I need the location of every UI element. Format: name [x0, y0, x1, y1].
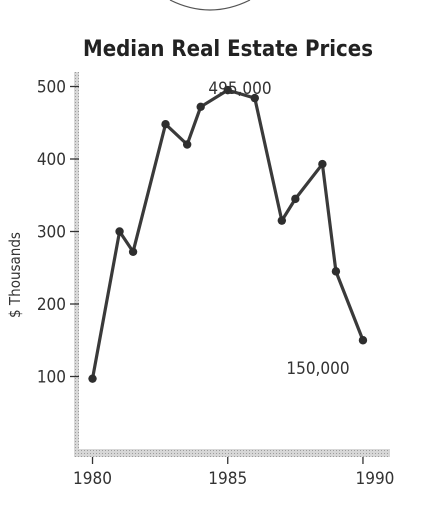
y-tick-label-300: 300 [37, 223, 66, 243]
data-point-3 [161, 120, 170, 129]
y-tick-label-500: 500 [37, 78, 66, 98]
x-tick-label-1985: 1985 [208, 469, 247, 489]
chart-title: Median Real Estate Prices [83, 37, 373, 62]
cropped-shape-fragment [169, 0, 251, 11]
y-axis-label: $ Thousands [6, 232, 24, 318]
data-point-8 [277, 216, 287, 225]
data-point-0 [88, 374, 97, 383]
data-point-2 [128, 247, 138, 256]
peak-annotation: 495,000 [208, 79, 271, 99]
series-line-layer [90, 88, 365, 379]
y-axis-frame [74, 72, 79, 457]
data-point-9 [291, 194, 300, 204]
data-point-7 [250, 93, 259, 103]
data-point-11 [331, 267, 341, 276]
axis-ticks: 100 200 300 400 500 1980 1985 1990 [37, 78, 395, 490]
x-axis-frame [74, 449, 390, 457]
last-value-annotation: 150,000 [286, 359, 349, 379]
data-point-10 [318, 159, 327, 169]
data-point-6 [223, 85, 232, 95]
y-tick-label-100: 100 [37, 368, 66, 388]
data-point-4 [182, 140, 192, 149]
x-tick-label-1990: 1990 [355, 469, 394, 489]
data-point-12 [358, 336, 368, 345]
data-point-1 [115, 227, 124, 236]
y-tick-label-400: 400 [37, 150, 66, 170]
series-line [90, 88, 365, 379]
y-tick-label-200: 200 [37, 295, 66, 315]
data-point-5 [196, 102, 205, 112]
data-markers [88, 85, 368, 383]
x-tick-label-1980: 1980 [73, 469, 112, 489]
